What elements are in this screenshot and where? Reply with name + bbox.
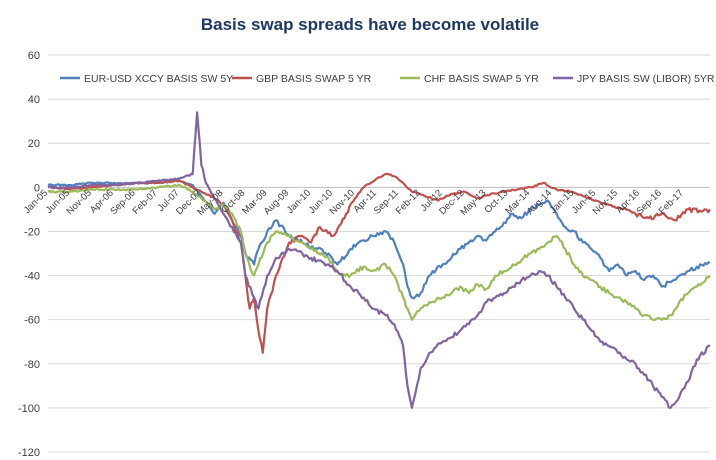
x-tick-label: Feb-07 xyxy=(131,188,160,217)
series-line-1 xyxy=(47,172,711,354)
x-tick-label: Aug-09 xyxy=(262,188,291,217)
grid-layer xyxy=(48,54,710,453)
y-axis: 60 40 20 0 -20 -40 -60 -80 -100 -120 xyxy=(18,50,40,459)
y-tick-label: 60 xyxy=(28,50,40,62)
legend-label: EUR-USD XCCY BASIS SW 5Y xyxy=(84,73,233,85)
y-tick-label: -40 xyxy=(24,271,40,283)
y-tick-label: -20 xyxy=(24,226,40,238)
chart-title: Basis swap spreads have become volatile xyxy=(201,15,539,34)
legend-label: CHF BASIS SWAP 5 YR xyxy=(424,73,539,85)
legend-label: JPY BASIS SW (LIBOR) 5YR xyxy=(577,73,715,85)
y-tick-label: 0 xyxy=(34,182,40,194)
x-axis: Jan-05Jun-05Nov-05Apr-06Sep-06Feb-07Jul-… xyxy=(22,188,686,218)
series-layer xyxy=(47,111,711,409)
y-tick-label: 20 xyxy=(28,138,40,150)
x-tick-label: Feb-12 xyxy=(394,188,423,217)
y-tick-label: -60 xyxy=(24,315,40,327)
x-tick-label: Feb-17 xyxy=(657,188,686,217)
y-tick-label: -100 xyxy=(18,403,40,415)
y-tick-label: -120 xyxy=(18,447,40,459)
series-line-2 xyxy=(47,184,711,322)
legend: EUR-USD XCCY BASIS SW 5Y GBP BASIS SWAP 5… xyxy=(60,73,715,85)
legend-label: GBP BASIS SWAP 5 YR xyxy=(256,73,372,85)
y-tick-label: 40 xyxy=(28,94,40,106)
x-tick-label: Nov-15 xyxy=(591,188,620,217)
series-line-3 xyxy=(47,111,711,409)
y-tick-label: -80 xyxy=(24,359,40,371)
